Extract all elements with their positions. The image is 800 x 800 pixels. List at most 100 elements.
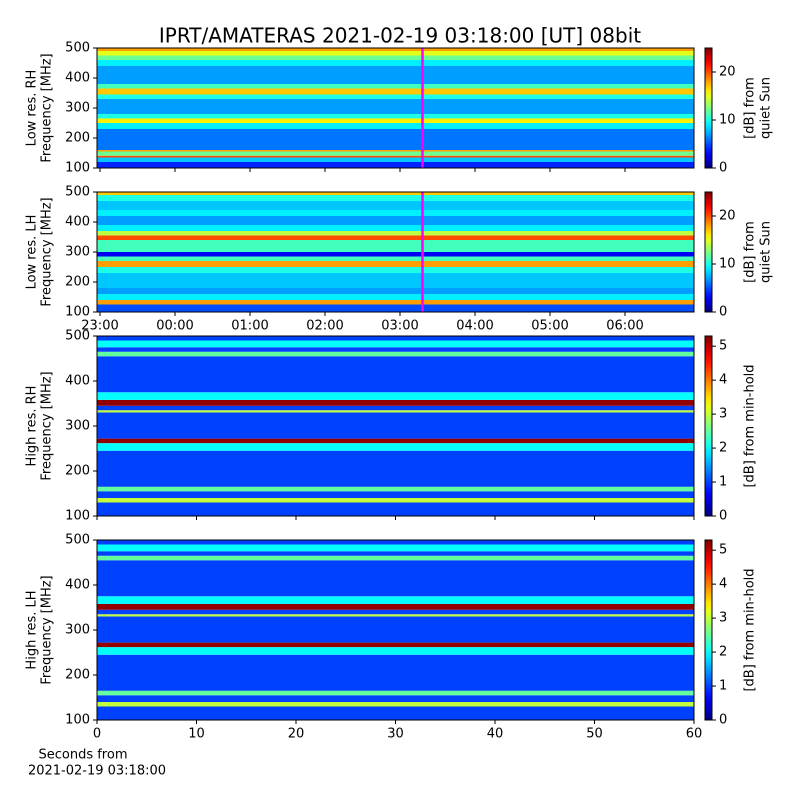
spectrum-band — [97, 706, 694, 720]
spectrum-band — [97, 544, 694, 552]
colorbar — [704, 539, 713, 721]
spectrum-band — [97, 336, 694, 341]
colorbar — [704, 191, 713, 313]
y-tick-label: 300 — [65, 623, 90, 638]
spectrum-band — [97, 340, 694, 348]
spectrum-band — [97, 267, 694, 273]
spectrum-band — [97, 84, 694, 89]
y-tick-label: 100 — [65, 161, 90, 176]
spectrum-band — [97, 347, 694, 352]
spectrum-band — [97, 560, 694, 597]
colorbar-tick-label: 0 — [719, 713, 727, 728]
y-tick-label: 400 — [65, 71, 90, 86]
y-tick-label: 500 — [65, 329, 90, 344]
x-tick-label: 04:00 — [456, 319, 493, 334]
figure-title: IPRT/AMATERAS 2021-02-19 03:18:00 [UT] 0… — [159, 24, 641, 48]
spectrum-band — [97, 412, 694, 439]
y-tick-label: 200 — [65, 668, 90, 683]
x-tick-label: 10 — [188, 727, 205, 742]
colorbar-tick-label: 4 — [719, 577, 727, 592]
colorbar — [704, 47, 713, 169]
colorbar-tick-label: 5 — [719, 543, 727, 558]
colorbar-tick-label: 0 — [719, 161, 727, 176]
y-tick-label: 200 — [65, 131, 90, 146]
spectrum-band — [97, 304, 694, 312]
spectrum-band — [97, 273, 694, 288]
spectrum-band — [97, 118, 694, 123]
y-axis-label: Frequency [MHz] — [40, 575, 55, 684]
spectrum-band — [97, 66, 694, 84]
y-tick-label: 400 — [65, 578, 90, 593]
spectrum-band — [97, 540, 694, 545]
x-tick-label: 40 — [487, 727, 504, 742]
spectrum-band — [97, 162, 694, 168]
colorbar-tick-label: 0 — [719, 305, 727, 320]
spectrum-band — [97, 88, 694, 95]
spectrum-band — [97, 399, 694, 406]
spectrum-band — [97, 438, 694, 444]
colorbar-tick-label: 1 — [719, 475, 727, 490]
spectrum-band — [97, 51, 694, 56]
spectrum-band — [97, 288, 694, 294]
spectrum-band — [97, 654, 694, 691]
spectrum-band — [97, 195, 694, 201]
spectrum-band — [97, 351, 694, 357]
x-tick-label: 06:00 — [606, 319, 643, 334]
colorbar-tick-label: 20 — [719, 209, 736, 224]
spectrum-band — [97, 410, 694, 413]
spectrum-band — [97, 647, 694, 655]
y-axis-label: Frequency [MHz] — [40, 53, 55, 162]
spectrum-band — [97, 450, 694, 487]
x-axis-label: 2021-02-19 03:18:00 — [28, 764, 166, 779]
spectrum-band — [97, 210, 694, 216]
colorbar-label: quiet Sun — [759, 77, 774, 139]
spectrum-band — [97, 294, 694, 300]
spectrum-band — [97, 129, 694, 150]
spectrum-band — [97, 614, 694, 617]
colorbar-tick-label: 5 — [719, 339, 727, 354]
y-tick-label: 100 — [65, 509, 90, 524]
spectrum-band — [97, 596, 694, 604]
spectrum-band — [97, 300, 694, 305]
spectrum-band — [97, 256, 694, 261]
spectrum-band — [97, 155, 694, 158]
spectrum-band — [97, 201, 694, 210]
spectrum-band — [97, 690, 694, 696]
colorbar-tick-label: 3 — [719, 611, 727, 626]
spectrum-band — [97, 150, 694, 152]
y-tick-label: 100 — [65, 713, 90, 728]
spectrum-band — [97, 405, 694, 411]
y-tick-label: 500 — [65, 41, 90, 56]
spectrum-band — [97, 157, 694, 162]
spectrum-band — [97, 99, 694, 114]
spectrum-band — [97, 235, 694, 240]
spectrum-band — [97, 603, 694, 610]
colorbar-tick-label: 20 — [719, 65, 736, 80]
colorbar-label: [dB] from — [743, 221, 758, 283]
x-tick-label: 00:00 — [156, 319, 193, 334]
x-tick-label: 50 — [586, 727, 603, 742]
x-tick-label: 03:00 — [381, 319, 418, 334]
colorbar-tick-label: 4 — [719, 373, 727, 388]
x-tick-label: 60 — [686, 727, 703, 742]
spectrum-band — [97, 392, 694, 400]
colorbar-label: quiet Sun — [759, 221, 774, 283]
y-tick-label: 500 — [65, 185, 90, 200]
y-axis-label: Frequency [MHz] — [40, 371, 55, 480]
x-tick-label: 20 — [288, 727, 305, 742]
x-tick-label: 30 — [387, 727, 404, 742]
y-tick-label: 300 — [65, 101, 90, 116]
x-tick-label: 23:00 — [81, 319, 118, 334]
colorbar-tick-label: 10 — [719, 257, 736, 272]
spectrum-band — [97, 702, 694, 707]
spectrum-band — [97, 151, 694, 156]
spectrum-band — [97, 60, 694, 66]
colorbar-tick-label: 2 — [719, 645, 727, 660]
colorbar-tick-label: 1 — [719, 679, 727, 694]
y-axis-label: Frequency [MHz] — [40, 197, 55, 306]
colorbar-label: [dB] from — [743, 77, 758, 139]
y-axis-label: High res. RH — [25, 386, 40, 467]
spectrum-band — [97, 123, 694, 129]
colorbar-tick-label: 0 — [719, 509, 727, 524]
